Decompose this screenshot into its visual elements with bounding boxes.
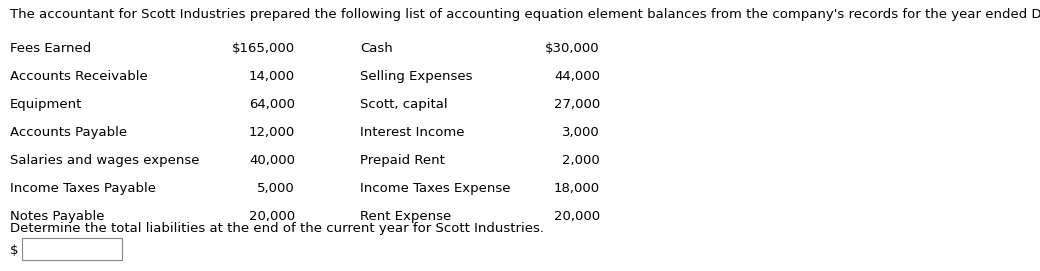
- Text: Salaries and wages expense: Salaries and wages expense: [10, 154, 200, 167]
- Text: 64,000: 64,000: [249, 98, 295, 111]
- Text: $: $: [10, 244, 19, 257]
- Text: $165,000: $165,000: [232, 42, 295, 55]
- Text: $30,000: $30,000: [545, 42, 600, 55]
- Text: 2,000: 2,000: [563, 154, 600, 167]
- Text: 40,000: 40,000: [249, 154, 295, 167]
- Text: Scott, capital: Scott, capital: [360, 98, 447, 111]
- Text: 12,000: 12,000: [249, 126, 295, 139]
- Text: Accounts Receivable: Accounts Receivable: [10, 70, 148, 83]
- Text: 44,000: 44,000: [554, 70, 600, 83]
- Text: Income Taxes Expense: Income Taxes Expense: [360, 182, 511, 195]
- Text: Selling Expenses: Selling Expenses: [360, 70, 472, 83]
- Text: Cash: Cash: [360, 42, 393, 55]
- Text: 14,000: 14,000: [249, 70, 295, 83]
- Text: Determine the total liabilities at the end of the current year for Scott Industr: Determine the total liabilities at the e…: [10, 222, 544, 235]
- Text: Equipment: Equipment: [10, 98, 82, 111]
- Text: Rent Expense: Rent Expense: [360, 210, 451, 223]
- Text: 20,000: 20,000: [554, 210, 600, 223]
- Text: Income Taxes Payable: Income Taxes Payable: [10, 182, 156, 195]
- Text: Accounts Payable: Accounts Payable: [10, 126, 127, 139]
- Text: 5,000: 5,000: [257, 182, 295, 195]
- Text: The accountant for Scott Industries prepared the following list of accounting eq: The accountant for Scott Industries prep…: [10, 8, 1040, 21]
- Text: Fees Earned: Fees Earned: [10, 42, 92, 55]
- Text: 18,000: 18,000: [554, 182, 600, 195]
- FancyBboxPatch shape: [22, 238, 122, 260]
- Text: 20,000: 20,000: [249, 210, 295, 223]
- Text: 27,000: 27,000: [553, 98, 600, 111]
- Text: Prepaid Rent: Prepaid Rent: [360, 154, 445, 167]
- Text: 3,000: 3,000: [563, 126, 600, 139]
- Text: Notes Payable: Notes Payable: [10, 210, 104, 223]
- Text: Interest Income: Interest Income: [360, 126, 465, 139]
